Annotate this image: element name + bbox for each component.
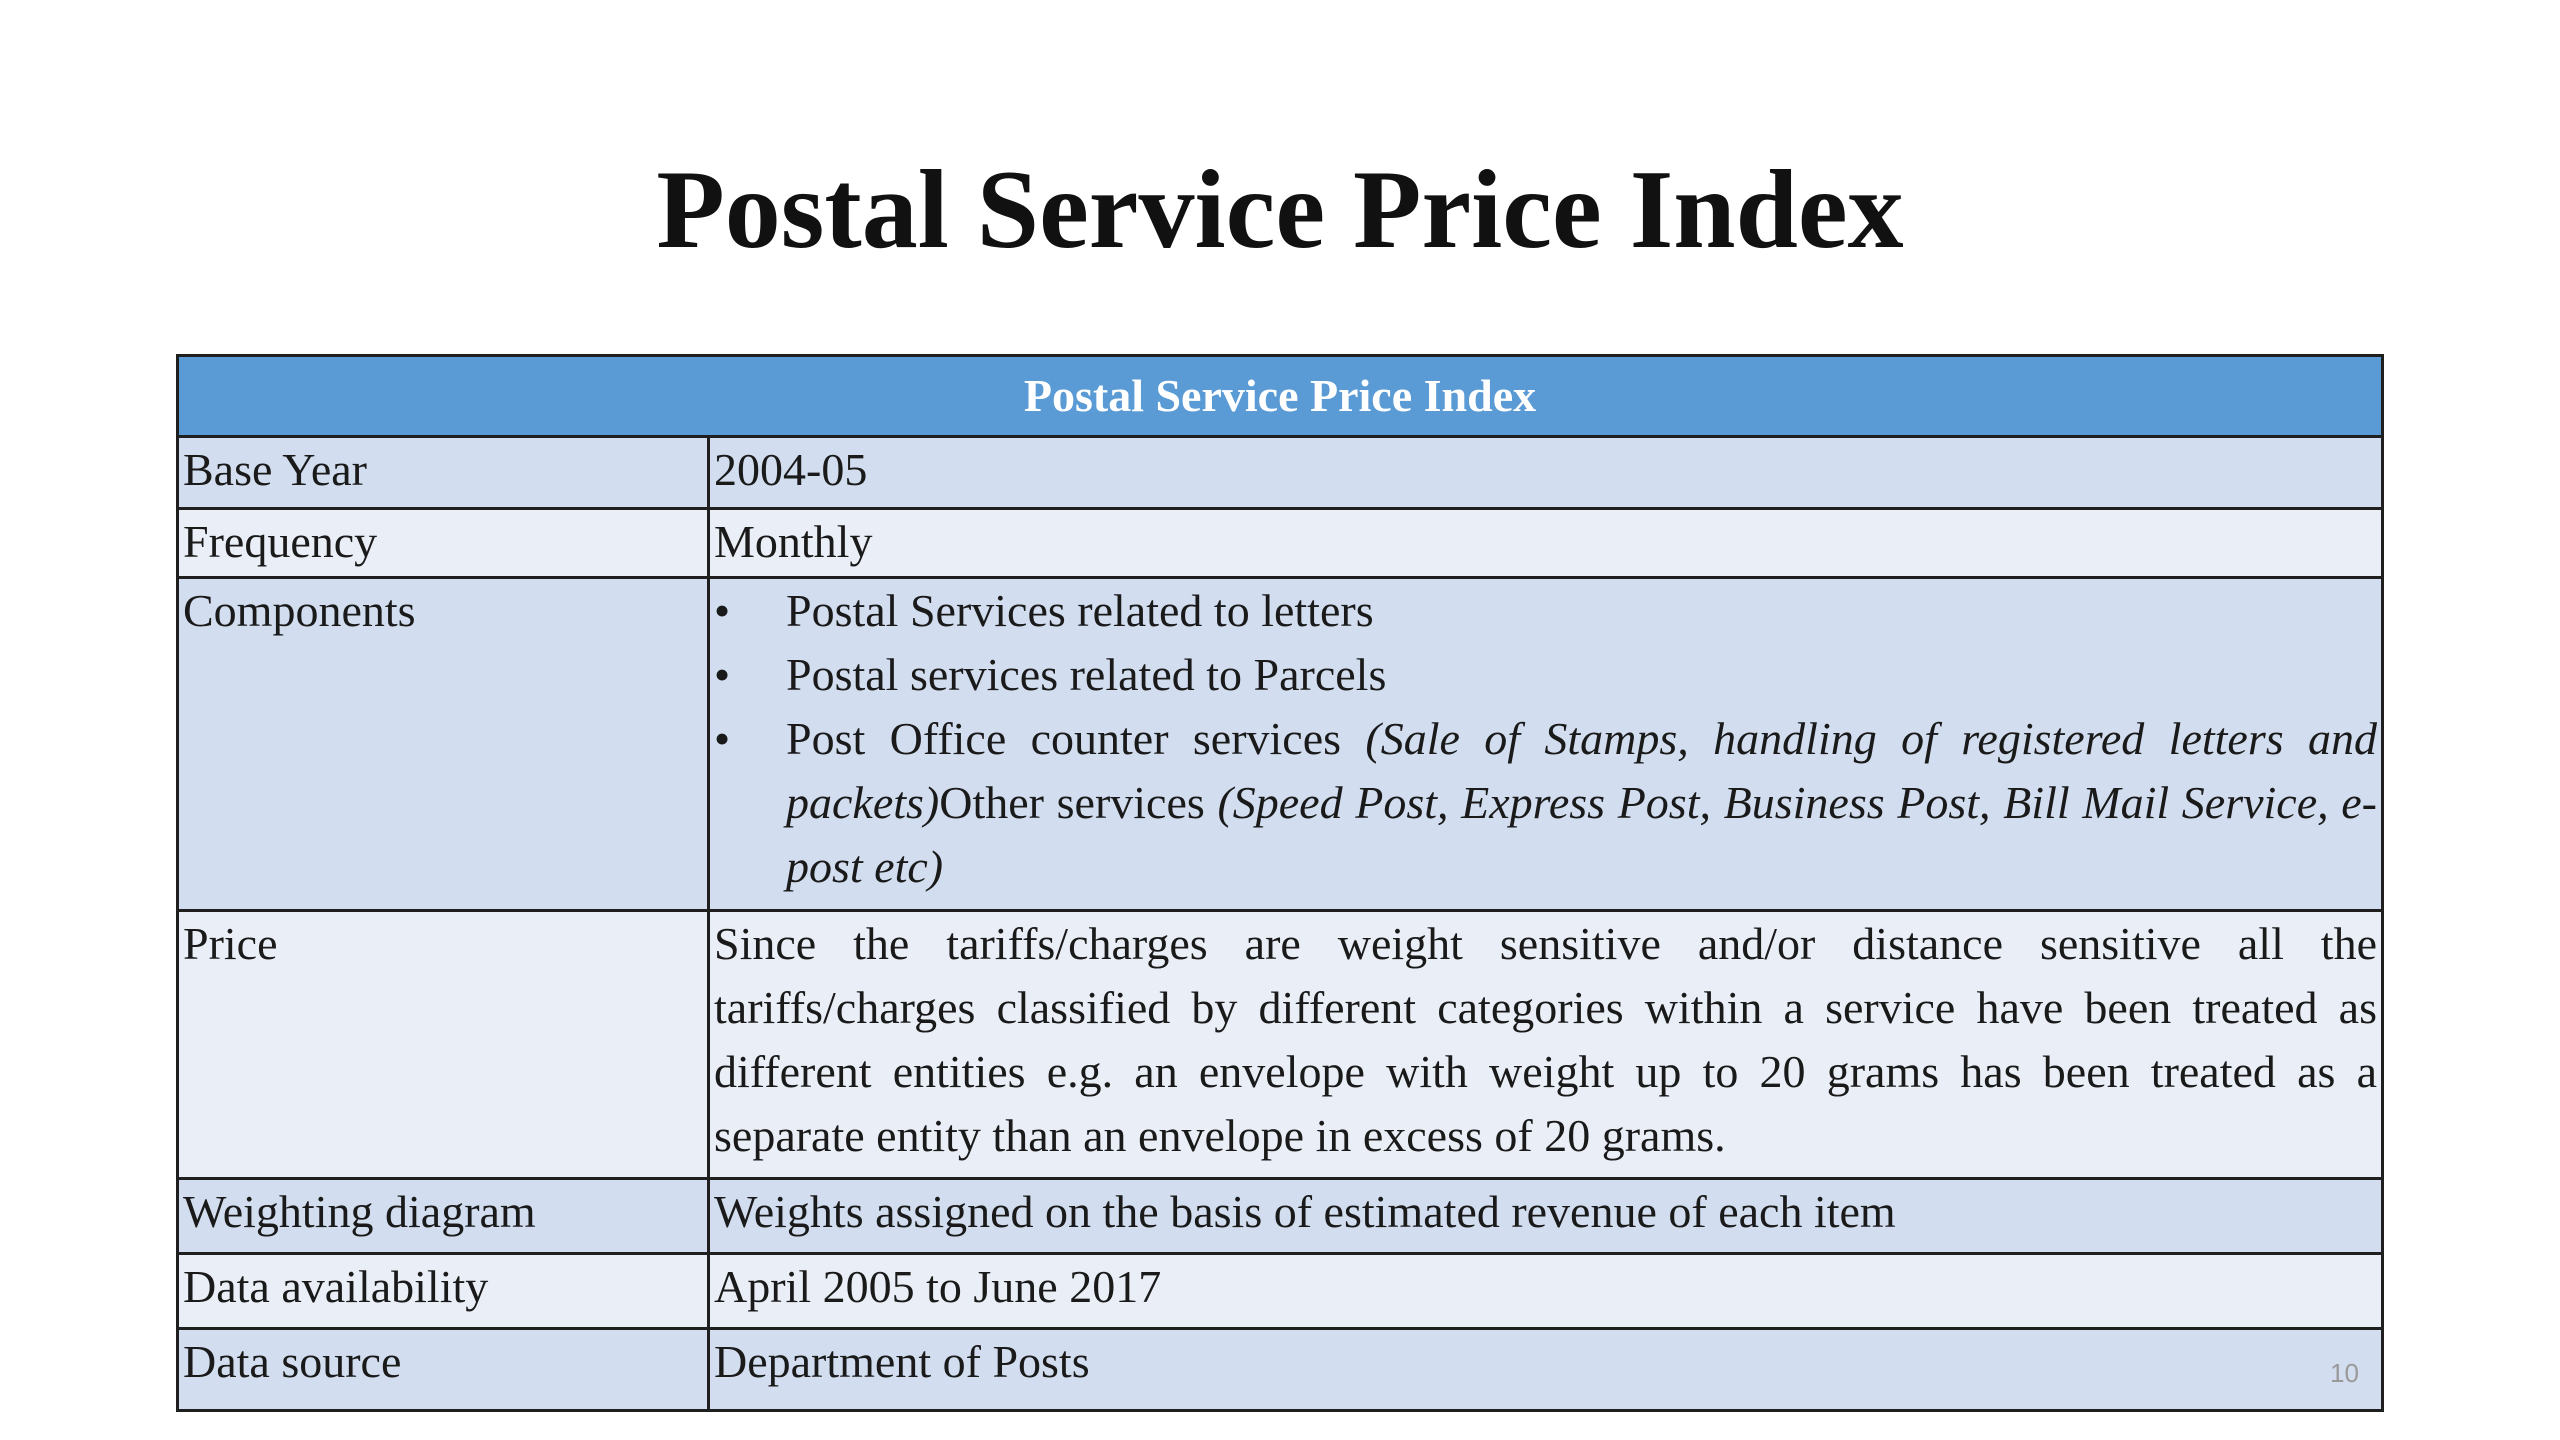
table-row: Components • Postal Services related to le… bbox=[176, 576, 2384, 912]
table-row: Data source Department of Posts bbox=[176, 1327, 2384, 1412]
row-label: Weighting diagram bbox=[176, 1177, 710, 1255]
row-value: April 2005 to June 2017 bbox=[707, 1252, 2384, 1330]
row-label: Data availability bbox=[176, 1252, 710, 1330]
bullet: • bbox=[714, 585, 731, 636]
page-number: 10 bbox=[2330, 1358, 2359, 1388]
table-row: Frequency Monthly bbox=[176, 507, 2384, 579]
text-segment: Postal Services related to letters bbox=[786, 585, 1374, 636]
row-label: Base Year bbox=[176, 435, 710, 510]
row-label: Frequency bbox=[176, 507, 710, 579]
bullet: • bbox=[714, 713, 731, 764]
table-row: Base Year 2004-05 bbox=[176, 435, 2384, 510]
text-segment: (Sale of Stamps, handling of registered … bbox=[786, 713, 2377, 828]
slide-title: Postal Service Price Index bbox=[656, 148, 1904, 272]
bullet-item: • Postal Services related to letters bbox=[714, 579, 2377, 643]
row-label: Components bbox=[176, 576, 710, 912]
table-header: Postal Service Price Index bbox=[176, 354, 2384, 438]
row-value: • Postal Services related to letters • Post… bbox=[707, 576, 2384, 912]
table-row: Data availability April 2005 to June 2017 bbox=[176, 1252, 2384, 1330]
row-label: Price bbox=[176, 909, 710, 1180]
row-value: Since the tariffs/charges are weight sen… bbox=[707, 909, 2384, 1180]
bullet-list: • Postal Services related to letters • Post… bbox=[714, 579, 2377, 899]
text-segment: Other services bbox=[939, 777, 1218, 828]
bullet-item: • Post Office counter services (Sale of S… bbox=[714, 707, 2377, 899]
row-value: 2004-05 bbox=[707, 435, 2384, 510]
table-row: Weighting diagram Weights assigned on the… bbox=[176, 1177, 2384, 1255]
info-table: Postal Service Price Index Base Year 2004… bbox=[176, 354, 2384, 1412]
row-value: Weights assigned on the basis of estimat… bbox=[707, 1177, 2384, 1255]
text-segment: Post Office counter services bbox=[786, 713, 1366, 764]
row-value: Monthly bbox=[707, 507, 2384, 579]
text-segment: Postal services related to Parcels bbox=[786, 649, 1387, 700]
row-value: Department of Posts bbox=[707, 1327, 2384, 1412]
table-row: Price Since the tariffs/charges are weigh… bbox=[176, 909, 2384, 1180]
text-segment: (Speed Post, Express Post, Business Post… bbox=[786, 777, 2378, 892]
bullet-item: • Postal services related to Parcels bbox=[714, 643, 2377, 707]
row-label: Data source bbox=[176, 1327, 710, 1412]
bullet: • bbox=[714, 649, 731, 700]
